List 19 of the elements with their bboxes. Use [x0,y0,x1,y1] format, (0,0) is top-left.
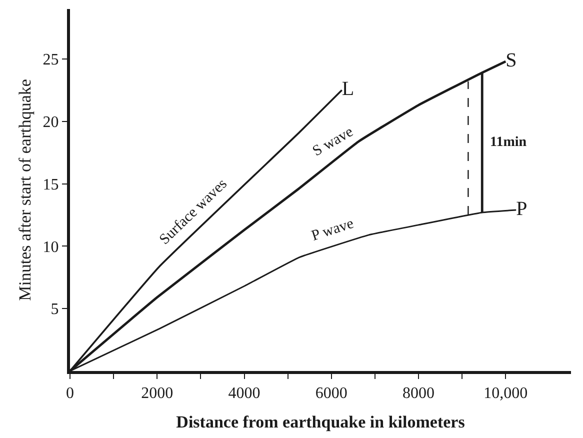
x-tick-label: 8000 [402,385,435,402]
annotation: 11min [490,135,527,150]
x-tick-label: 0 [66,385,74,402]
series-label: S [506,49,517,72]
y-tick-label: 15 [42,176,59,194]
y-tick-label: 10 [42,238,59,256]
x-tick-label: 10,000 [484,385,528,402]
y-tick-label: 5 [50,301,59,318]
y-axis-title: Minutes after start of earthquake [15,79,34,301]
y-tick-label: 25 [42,52,59,69]
annotation: S wave [310,124,356,160]
x-tick-label: 2000 [141,385,174,402]
annotation: P wave [310,216,356,244]
series-label: L [342,78,354,100]
series-label: P [516,198,528,220]
y-tick-label: 20 [42,114,59,131]
x-tick-label: 4000 [228,385,260,402]
x-tick-label: 6000 [315,385,348,402]
x-axis-title: Distance from earthquake in kilometers [176,412,466,432]
